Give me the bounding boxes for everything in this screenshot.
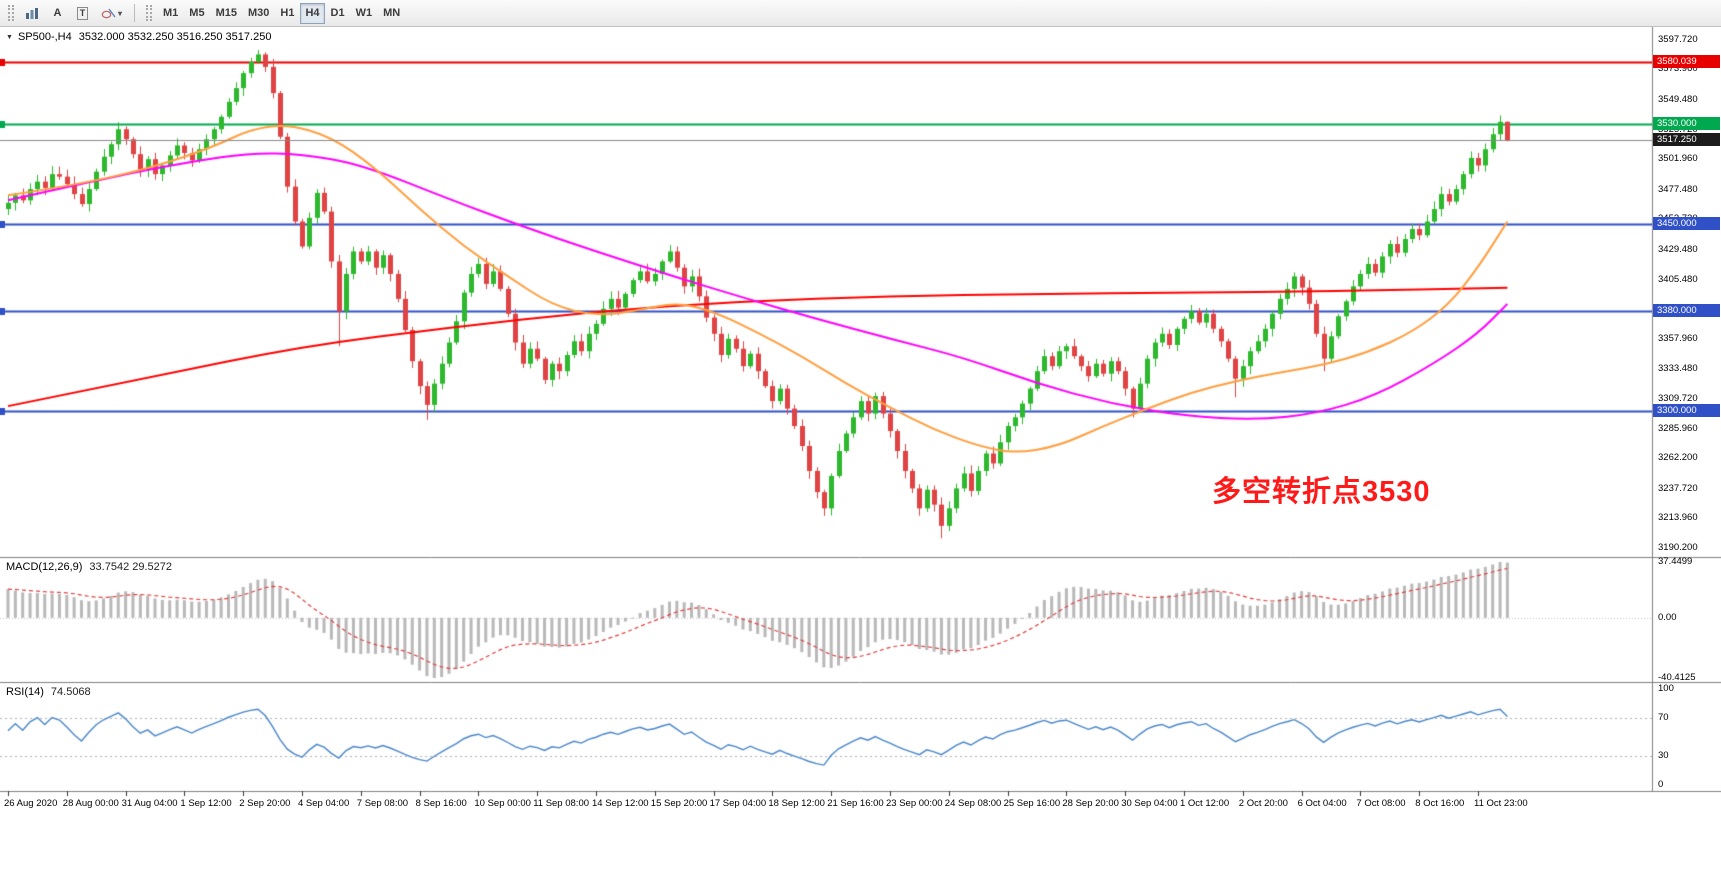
time-axis-label: 17 Sep 04:00 bbox=[709, 798, 767, 809]
time-axis-label: 8 Sep 16:00 bbox=[415, 798, 467, 809]
level-price-badge: 3450.000 bbox=[1653, 217, 1720, 231]
time-axis-label: 2 Sep 20:00 bbox=[239, 798, 291, 809]
macd-tick-label: 37.4499 bbox=[1658, 556, 1693, 567]
rsi-tick-label: 70 bbox=[1658, 711, 1669, 723]
rsi-panel-title: RSI(14) 74.5068 bbox=[6, 686, 91, 698]
price-tick-label: 3285.960 bbox=[1658, 422, 1698, 434]
timeframe-button-h4[interactable]: H4 bbox=[300, 2, 325, 24]
time-axis-label: 10 Sep 00:00 bbox=[474, 798, 531, 809]
toolbar-separator bbox=[134, 4, 136, 22]
time-axis-label: 15 Sep 20:00 bbox=[650, 798, 708, 809]
rsi-tick-label: 100 bbox=[1658, 683, 1674, 694]
macd-indicator-values: 33.7542 29.5272 bbox=[89, 561, 173, 573]
price-tick-label: 3333.480 bbox=[1658, 363, 1698, 375]
price-scale[interactable]: 3597.7203573.9603549.4803525.7203501.960… bbox=[1652, 27, 1721, 793]
price-tick-label: 3429.480 bbox=[1658, 243, 1698, 255]
time-axis-label: 7 Oct 08:00 bbox=[1356, 798, 1406, 809]
main-toolbar: A T ▾ M1 M5 M15 M30 H1 H4 D1 W1 MN bbox=[0, 0, 1721, 27]
chart-annotation-text[interactable]: 多空转折点3530 bbox=[1212, 476, 1431, 508]
symbol-timeframe-label: SP500-,H4 bbox=[17, 31, 72, 43]
macd-tick-label: 0.00 bbox=[1658, 611, 1677, 623]
collapse-chart-icon[interactable]: ▼ bbox=[6, 34, 13, 41]
price-tick-label: 3237.720 bbox=[1658, 482, 1698, 494]
time-axis-label: 24 Sep 08:00 bbox=[944, 798, 1002, 809]
rsi-indicator-name: RSI(14) bbox=[6, 686, 44, 698]
toolbar-grip[interactable] bbox=[146, 5, 153, 21]
price-tick-label: 3597.720 bbox=[1658, 33, 1698, 45]
timeframe-toolbar: M1 M5 M15 M30 H1 H4 D1 W1 MN bbox=[158, 2, 405, 24]
price-tick-label: 3357.960 bbox=[1658, 332, 1698, 344]
letter-a-icon: A bbox=[53, 7, 62, 19]
price-chart-canvas[interactable] bbox=[0, 27, 1721, 896]
current-price-badge: 3517.250 bbox=[1653, 133, 1720, 147]
insert-text-label-button[interactable]: A bbox=[46, 3, 69, 24]
time-axis-label: 2 Oct 20:00 bbox=[1238, 798, 1288, 809]
time-axis-label: 21 Sep 16:00 bbox=[827, 798, 884, 809]
price-tick-label: 3549.480 bbox=[1658, 93, 1698, 105]
time-axis-label: 8 Oct 16:00 bbox=[1415, 798, 1465, 809]
bar-chart-icon bbox=[26, 7, 38, 19]
time-axis-label: 4 Sep 04:00 bbox=[298, 798, 350, 809]
toolbar-grip[interactable] bbox=[8, 5, 14, 21]
time-axis-label: 23 Sep 00:00 bbox=[886, 798, 943, 809]
insert-text-box-button[interactable]: T bbox=[71, 3, 94, 24]
level-price-badge: 3380.000 bbox=[1653, 304, 1720, 318]
time-axis-label: 28 Sep 20:00 bbox=[1062, 798, 1119, 809]
time-axis[interactable]: 26 Aug 2020 28 Aug 00:00 31 Aug 04:00 1 Sep… bbox=[0, 798, 1721, 812]
timeframe-button-w1[interactable]: W1 bbox=[351, 3, 378, 24]
chart-type-button[interactable] bbox=[20, 3, 44, 24]
time-axis-label: 7 Sep 08:00 bbox=[356, 798, 409, 809]
price-tick-label: 3213.960 bbox=[1658, 512, 1698, 524]
timeframe-button-m5[interactable]: M5 bbox=[184, 3, 209, 24]
timeframe-button-mn[interactable]: MN bbox=[378, 3, 405, 24]
price-tick-label: 3309.720 bbox=[1658, 392, 1698, 404]
price-tick-label: 3262.200 bbox=[1658, 452, 1698, 464]
time-axis-label: 25 Sep 16:00 bbox=[1003, 798, 1061, 809]
rsi-tick-label: 0 bbox=[1658, 779, 1664, 790]
time-axis-label: 14 Sep 12:00 bbox=[592, 798, 649, 809]
time-axis-label: 31 Aug 04:00 bbox=[121, 798, 178, 809]
time-axis-label: 28 Aug 00:00 bbox=[62, 798, 119, 809]
level-price-badge: 3530.000 bbox=[1653, 117, 1720, 131]
timeframe-button-d1[interactable]: D1 bbox=[326, 3, 350, 24]
timeframe-button-m15[interactable]: M15 bbox=[211, 3, 242, 24]
chart-title: ▼ SP500-,H4 3532.000 3532.250 3516.250 351… bbox=[6, 31, 271, 43]
letter-t-icon: T bbox=[76, 6, 89, 20]
time-axis-label: 30 Sep 04:00 bbox=[1121, 798, 1178, 809]
chevron-down-icon: ▾ bbox=[118, 8, 123, 18]
price-tick-label: 3501.960 bbox=[1658, 153, 1698, 165]
timeframe-button-m30[interactable]: M30 bbox=[243, 3, 274, 24]
macd-indicator-name: MACD(12,26,9) bbox=[6, 561, 83, 573]
rsi-indicator-value: 74.5068 bbox=[50, 686, 91, 698]
time-axis-label: 26 Aug 2020 bbox=[4, 798, 58, 809]
time-axis-label: 11 Sep 08:00 bbox=[533, 798, 590, 809]
timeframe-button-m1[interactable]: M1 bbox=[158, 3, 183, 24]
price-tick-label: 3573.960 bbox=[1658, 63, 1698, 75]
level-price-badge: 3580.039 bbox=[1653, 54, 1720, 68]
ohlc-values-label: 3532.000 3532.250 3516.250 3517.250 bbox=[78, 31, 272, 43]
time-axis-label: 1 Oct 12:00 bbox=[1180, 798, 1230, 809]
rsi-tick-label: 30 bbox=[1658, 750, 1669, 762]
macd-panel-title: MACD(12,26,9) 33.7542 29.5272 bbox=[6, 561, 172, 573]
macd-tick-label: -40.4125 bbox=[1658, 672, 1696, 683]
time-axis-label: 1 Sep 12:00 bbox=[180, 798, 232, 809]
price-tick-label: 3477.480 bbox=[1658, 183, 1698, 195]
shapes-icon bbox=[101, 8, 116, 18]
time-axis-label: 6 Oct 04:00 bbox=[1297, 798, 1347, 809]
price-tick-label: 3405.480 bbox=[1658, 273, 1698, 285]
time-axis-label: 18 Sep 12:00 bbox=[768, 798, 825, 809]
shapes-dropdown-button[interactable]: ▾ bbox=[96, 3, 127, 24]
level-price-badge: 3300.000 bbox=[1653, 404, 1720, 418]
time-axis-label: 11 Oct 23:00 bbox=[1474, 798, 1528, 809]
timeframe-button-h1[interactable]: H1 bbox=[275, 3, 299, 24]
price-tick-label: 3190.200 bbox=[1658, 542, 1698, 554]
